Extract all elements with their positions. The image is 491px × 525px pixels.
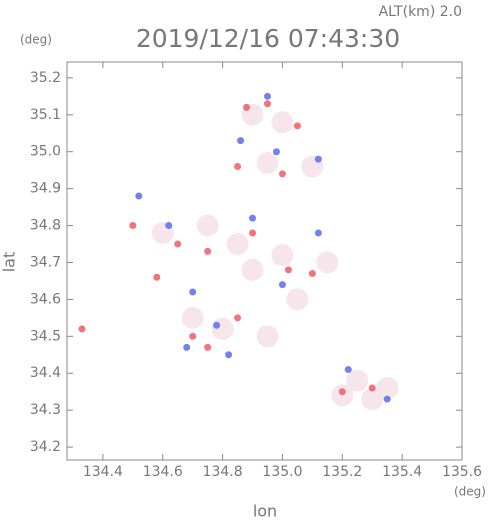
echo-point <box>153 273 161 281</box>
echo-blob <box>286 288 309 311</box>
echo-point <box>204 247 212 255</box>
echo-blob <box>271 244 294 267</box>
echo-point <box>314 229 322 237</box>
echo-point <box>234 314 242 322</box>
x-tick-label: 134.6 <box>143 464 183 480</box>
x-tick-label: 135.6 <box>442 464 482 480</box>
y-tick-label: 35.0 <box>30 144 61 160</box>
echo-point <box>338 388 346 396</box>
echo-point <box>243 103 251 111</box>
echo-point <box>263 92 271 100</box>
y-tick-label: 35.1 <box>30 107 61 123</box>
echo-blob <box>181 306 204 329</box>
echo-point <box>135 192 143 200</box>
echo-point <box>174 240 182 248</box>
echo-blob <box>256 325 279 348</box>
echo-point <box>129 222 137 230</box>
echo-blob <box>241 258 264 281</box>
x-tick-label: 135.2 <box>322 464 362 480</box>
y-tick-label: 34.7 <box>30 254 61 270</box>
echo-point <box>189 288 197 296</box>
y-unit: (deg) <box>20 33 52 47</box>
x-unit: (deg) <box>454 485 486 499</box>
x-tick-label: 135.4 <box>382 464 422 480</box>
echo-blob <box>346 369 369 392</box>
y-tick-label: 34.4 <box>30 365 61 381</box>
echo-point <box>78 325 86 333</box>
echo-blob <box>211 317 234 340</box>
echo-point <box>293 122 301 130</box>
echo-point <box>234 162 242 170</box>
echo-point <box>204 343 212 351</box>
echo-blob <box>226 233 249 256</box>
echo-blob <box>376 377 399 400</box>
echo-point <box>237 137 245 145</box>
y-tick-label: 34.3 <box>30 402 61 418</box>
x-tick-label: 134.4 <box>83 464 123 480</box>
x-tick-label: 134.8 <box>203 464 243 480</box>
plot-frame <box>66 61 463 461</box>
echo-point <box>383 395 391 403</box>
echo-blob <box>271 111 294 134</box>
echo-point <box>278 281 286 289</box>
y-tick-label: 34.6 <box>30 291 61 307</box>
echo-point <box>213 321 221 329</box>
echo-point <box>189 332 197 340</box>
echo-blob <box>316 251 339 274</box>
y-tick-label: 34.9 <box>30 181 61 197</box>
echo-point <box>284 266 292 274</box>
y-tick-label: 35.2 <box>30 70 61 86</box>
echo-point <box>263 100 271 108</box>
echo-point <box>278 170 286 178</box>
y-tick-label: 34.8 <box>30 218 61 234</box>
subtitle: ALT(km) 2.0 <box>379 4 462 20</box>
x-axis-label: lon <box>253 502 277 521</box>
echo-point <box>272 148 280 156</box>
echo-point <box>183 343 191 351</box>
y-axis-label: lat <box>0 252 19 273</box>
echo-point <box>314 155 322 163</box>
x-tick-label: 135.0 <box>262 464 302 480</box>
echo-blob <box>256 151 279 174</box>
echo-blob <box>331 384 354 407</box>
echo-point <box>249 214 257 222</box>
echo-point <box>225 351 233 359</box>
echo-point <box>249 229 257 237</box>
echo-point <box>308 270 316 278</box>
echo-blob <box>196 214 219 237</box>
echo-point <box>368 384 376 392</box>
chart-title: 2019/12/16 07:43:30 <box>136 24 400 53</box>
echo-point <box>344 366 352 374</box>
y-tick-label: 34.5 <box>30 328 61 344</box>
y-tick-label: 34.2 <box>30 439 61 455</box>
echo-point <box>165 222 173 230</box>
